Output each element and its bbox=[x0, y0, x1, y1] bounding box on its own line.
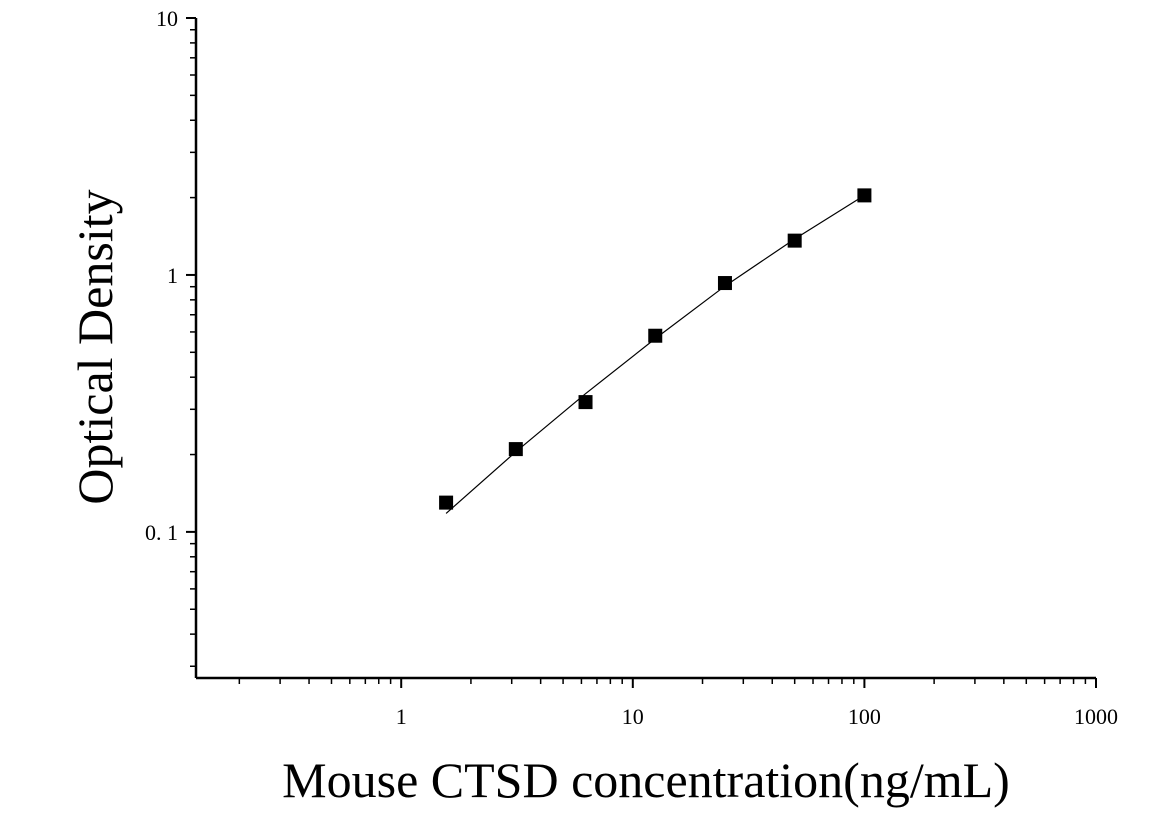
y-tick-label: 10 bbox=[156, 6, 178, 31]
x-tick-label: 10 bbox=[622, 704, 644, 729]
x-tick-label: 1 bbox=[396, 704, 407, 729]
data-point-marker bbox=[857, 188, 872, 203]
data-point-marker bbox=[648, 328, 663, 343]
data-point-marker bbox=[787, 233, 802, 248]
x-axis-title: Mouse CTSD concentration(ng/mL) bbox=[282, 752, 1010, 808]
data-point-marker bbox=[578, 395, 593, 410]
data-point-marker bbox=[717, 276, 732, 291]
data-point-marker bbox=[439, 495, 454, 510]
data-points bbox=[439, 188, 872, 510]
data-point-marker bbox=[508, 442, 523, 457]
x-tick-label: 1000 bbox=[1074, 704, 1118, 729]
y-axis-title: Optical Density bbox=[67, 189, 123, 504]
x-tick-label: 100 bbox=[848, 704, 881, 729]
axes bbox=[194, 18, 1096, 680]
y-tick-label: 0. 1 bbox=[145, 520, 178, 545]
y-tick-label: 1 bbox=[167, 263, 178, 288]
ticks: 1 10 100 1000 0. 1 1 10 bbox=[145, 6, 1118, 729]
